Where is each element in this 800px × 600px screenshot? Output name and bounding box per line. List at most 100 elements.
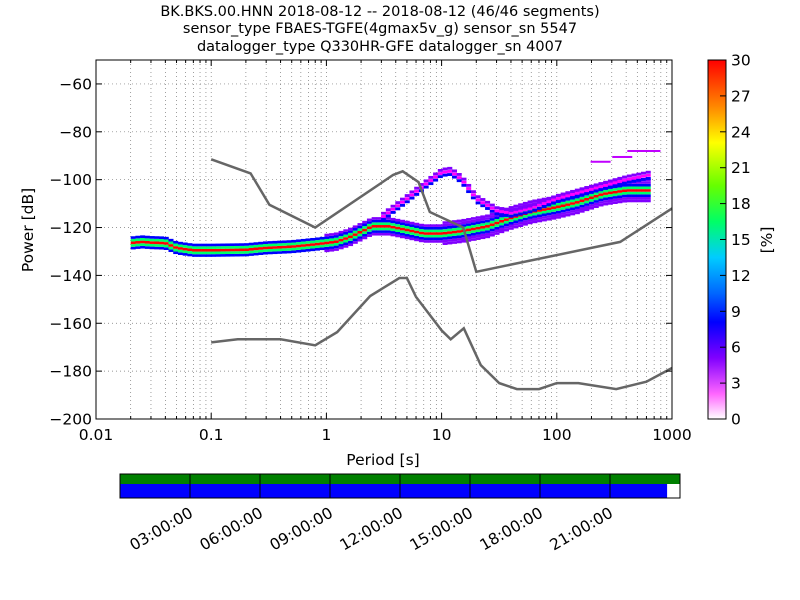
psd-cell xyxy=(617,187,623,191)
psd-cell xyxy=(258,247,264,250)
psd-cell xyxy=(428,240,434,243)
colorbar-tick-label: 15 xyxy=(731,231,751,249)
psd-cell xyxy=(631,199,637,203)
psd-cell xyxy=(149,241,155,244)
psd-cell xyxy=(149,238,155,242)
psd-cell xyxy=(371,227,377,231)
psd-cell xyxy=(173,240,179,244)
psd-cell xyxy=(352,241,358,244)
psd-cell xyxy=(522,211,528,215)
psd-cell xyxy=(593,194,599,198)
psd-cell xyxy=(130,246,136,250)
psd-cell xyxy=(451,172,458,176)
psd-cell xyxy=(423,182,429,186)
psd-cell xyxy=(607,188,613,192)
psd-cell xyxy=(362,223,368,227)
psd-cell xyxy=(418,239,424,243)
psd-cell xyxy=(537,207,543,210)
psd-cell xyxy=(555,208,561,211)
psd-cell xyxy=(447,228,453,232)
psd-cell xyxy=(201,251,207,255)
psd-cell xyxy=(414,230,420,234)
psd-cell xyxy=(319,239,325,243)
psd-cell xyxy=(555,193,561,197)
psd-cell xyxy=(366,229,372,232)
psd-cell xyxy=(494,211,500,214)
psd-cell xyxy=(503,228,509,232)
psd-cell xyxy=(640,194,647,198)
psd-cell xyxy=(579,188,585,192)
psd-cell xyxy=(612,196,618,199)
psd-cell xyxy=(570,207,576,211)
psd-cell xyxy=(636,175,642,179)
psd-cell xyxy=(555,216,561,219)
psd-cell xyxy=(390,204,396,208)
psd-cell xyxy=(239,248,245,252)
psd-cell xyxy=(508,206,514,209)
psd-cell xyxy=(631,179,637,183)
psd-cell xyxy=(607,196,613,200)
psd-cell xyxy=(607,194,613,197)
psd-cell xyxy=(192,246,198,249)
psd-cell xyxy=(314,242,320,246)
psd-cell xyxy=(626,189,632,192)
psd-cell xyxy=(437,175,443,179)
psd-cell xyxy=(626,177,632,181)
psd-cell xyxy=(159,239,165,242)
psd-cell xyxy=(485,232,491,236)
psd-cell xyxy=(333,235,339,238)
psd-cell xyxy=(451,169,458,173)
psd-cell xyxy=(130,244,136,247)
psd-cell xyxy=(404,194,410,197)
psd-cell xyxy=(470,217,476,220)
psd-cell xyxy=(475,232,481,235)
psd-cell xyxy=(546,200,552,204)
psd-cell xyxy=(584,197,590,201)
psd-outlier xyxy=(640,149,661,152)
psd-cell xyxy=(456,176,462,179)
psd-cell xyxy=(475,234,481,238)
psd-cell xyxy=(211,243,217,247)
psd-cell xyxy=(593,205,599,209)
psd-cell xyxy=(423,224,429,227)
psd-cell xyxy=(211,251,217,255)
psd-cell xyxy=(537,200,543,204)
psd-cell xyxy=(182,245,188,248)
psd-cell xyxy=(305,246,311,249)
psd-cell xyxy=(248,242,254,246)
psd-cell xyxy=(343,237,349,240)
psd-cell xyxy=(584,200,590,204)
psd-cell xyxy=(234,253,240,257)
psd-cell xyxy=(437,226,443,230)
psd-cell xyxy=(225,253,231,257)
psd-cell xyxy=(348,235,354,239)
psd-cell xyxy=(555,213,561,217)
psd-cell xyxy=(376,232,382,236)
psd-cell xyxy=(527,207,533,211)
psd-cell xyxy=(640,186,647,190)
psd-cell xyxy=(480,223,486,226)
psd-cell xyxy=(229,251,235,254)
psd-cell xyxy=(622,192,628,195)
psd-cell xyxy=(622,178,628,182)
psd-cell xyxy=(319,244,325,248)
psd-cell xyxy=(475,237,481,240)
psd-cell xyxy=(390,223,396,226)
psd-cell xyxy=(480,218,486,221)
psd-cell xyxy=(300,246,306,250)
psd-cell xyxy=(324,249,330,253)
psd-cell xyxy=(579,202,585,205)
psd-cell xyxy=(206,251,212,255)
psd-cell xyxy=(196,254,202,257)
psd-cell xyxy=(456,232,462,236)
psd-cell xyxy=(461,224,467,227)
psd-cell xyxy=(584,189,590,193)
psd-cell xyxy=(645,183,651,187)
psd-cell xyxy=(437,232,443,235)
psd-cell xyxy=(253,242,259,245)
psd-cell xyxy=(225,248,231,252)
psd-cell xyxy=(485,235,491,239)
psd-cell xyxy=(442,173,448,177)
psd-cell xyxy=(579,196,585,200)
psd-cell xyxy=(598,182,604,185)
